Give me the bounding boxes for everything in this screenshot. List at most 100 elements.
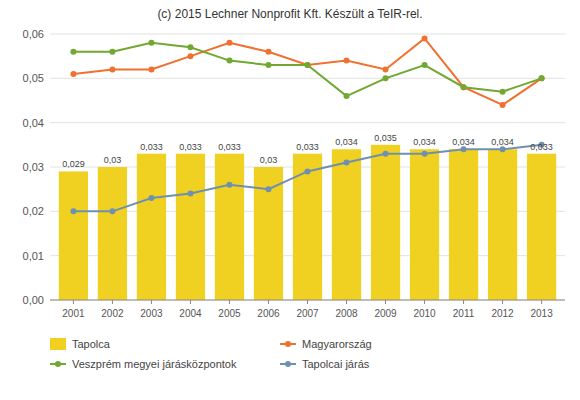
bar	[176, 154, 205, 300]
y-tick-label: 0,05	[23, 72, 44, 84]
bar	[215, 154, 244, 300]
point	[500, 89, 506, 95]
legend-swatch	[50, 338, 66, 350]
point	[148, 40, 154, 46]
bar	[488, 149, 517, 300]
x-tick-label: 2009	[374, 308, 397, 319]
point	[109, 49, 115, 55]
data-label: 0,033	[296, 142, 319, 152]
x-tick	[151, 300, 152, 304]
x-tick	[502, 300, 503, 304]
y-tick-label: 0,06	[23, 28, 44, 40]
legend-marker	[285, 361, 291, 367]
bar	[98, 167, 127, 300]
point	[265, 49, 271, 55]
point	[383, 151, 389, 157]
x-tick-label: 2004	[179, 308, 202, 319]
x-tick-label: 2013	[530, 308, 553, 319]
data-label: 0,03	[104, 155, 122, 165]
x-tick	[346, 300, 347, 304]
x-tick	[307, 300, 308, 304]
x-tick-label: 2010	[413, 308, 436, 319]
x-tick	[268, 300, 269, 304]
point	[187, 191, 193, 197]
point	[539, 75, 545, 81]
point	[148, 195, 154, 201]
x-tick	[463, 300, 464, 304]
point	[109, 208, 115, 214]
legend-label: Tapolcai járás	[302, 358, 370, 370]
x-tick	[541, 300, 542, 304]
line	[73, 145, 541, 212]
x-tick-label: 2008	[335, 308, 358, 319]
y-tick-label: 0,02	[23, 205, 44, 217]
point	[500, 102, 506, 108]
point	[265, 62, 271, 68]
legend-marker	[285, 341, 291, 347]
x-tick-label: 2001	[62, 308, 85, 319]
bar	[449, 149, 478, 300]
data-label: 0,033	[218, 142, 241, 152]
x-tick	[73, 300, 74, 304]
point	[109, 66, 115, 72]
data-label: 0,033	[140, 142, 163, 152]
title: (c) 2015 Lechner Nonprofit Kft. Készült …	[157, 7, 422, 21]
data-label: 0,033	[530, 142, 553, 152]
point	[383, 66, 389, 72]
data-label: 0,03	[260, 155, 278, 165]
bar	[410, 149, 439, 300]
data-label: 0,034	[491, 137, 514, 147]
x-tick-label: 2005	[218, 308, 241, 319]
x-tick-label: 2011	[453, 308, 475, 319]
point	[70, 71, 76, 77]
x-tick-label: 2006	[257, 308, 280, 319]
bar	[332, 149, 361, 300]
point	[226, 40, 232, 46]
point	[422, 151, 428, 157]
y-tick-label: 0,00	[23, 294, 44, 306]
point	[305, 62, 311, 68]
legend-label: Veszprém megyei járásközpontok	[72, 358, 237, 370]
point	[344, 93, 350, 99]
point	[148, 66, 154, 72]
x-tick-label: 2002	[101, 308, 124, 319]
legend-marker	[55, 361, 61, 367]
data-label: 0,033	[179, 142, 202, 152]
data-label: 0,029	[62, 159, 85, 169]
grid-line	[50, 122, 565, 123]
point	[70, 208, 76, 214]
data-labels: 0,029 0,03 0,033 0,033 0,033 0,03 0,033 0,034 0,…	[62, 133, 553, 170]
x-tick	[385, 300, 386, 304]
grid-line	[50, 78, 565, 79]
bar	[371, 145, 400, 300]
data-label: 0,035	[374, 133, 397, 143]
point	[226, 182, 232, 188]
y-tick-label: 0,04	[23, 117, 44, 129]
bar	[254, 167, 283, 300]
bar	[137, 154, 166, 300]
x-tick-label: 2003	[140, 308, 163, 319]
legend-label: Magyarország	[302, 338, 372, 350]
grid	[50, 34, 565, 300]
x-tick-label: 2007	[296, 308, 319, 319]
point	[422, 62, 428, 68]
x-tick	[190, 300, 191, 304]
point	[265, 186, 271, 192]
point	[305, 168, 311, 174]
bar	[527, 154, 556, 300]
point	[344, 58, 350, 64]
grid-line	[50, 34, 565, 35]
y-tick-label: 0,01	[23, 250, 44, 262]
point	[344, 160, 350, 166]
x-tick-label: 2012	[491, 308, 514, 319]
chart: (c) 2015 Lechner Nonprofit Kft. Készült …	[0, 0, 580, 400]
point	[187, 53, 193, 59]
line	[73, 43, 541, 96]
marks	[59, 35, 556, 300]
point	[461, 84, 467, 90]
point	[461, 84, 467, 90]
point	[226, 58, 232, 64]
point	[539, 75, 545, 81]
data-label: 0,034	[413, 137, 436, 147]
legend-label: Tapolca	[72, 338, 111, 350]
